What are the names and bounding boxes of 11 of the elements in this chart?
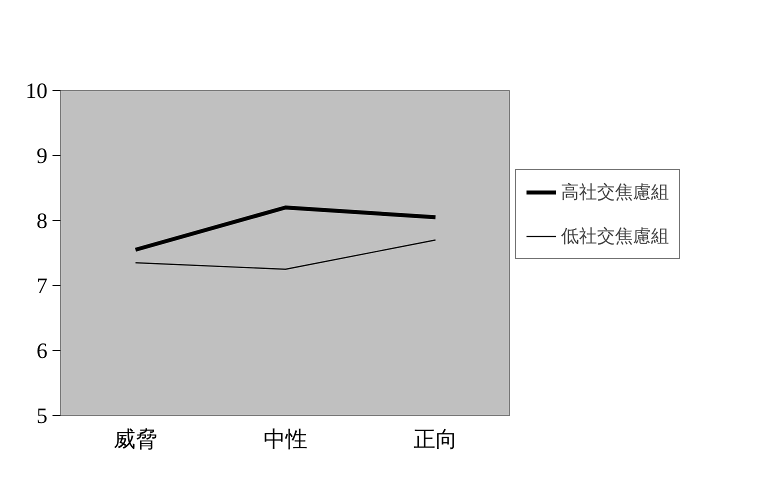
y-tick-label: 6 <box>36 338 48 363</box>
y-tick-label: 7 <box>36 273 48 298</box>
legend-label: 低社交焦慮組 <box>561 225 669 248</box>
legend-label: 高社交焦慮組 <box>561 181 669 204</box>
y-tick-label: 9 <box>36 143 48 168</box>
x-tick-label: 正向 <box>414 426 458 452</box>
x-tick-label: 中性 <box>264 426 308 452</box>
y-tick-label: 8 <box>36 208 48 233</box>
x-tick-label: 威脅 <box>114 426 158 452</box>
y-tick-label: 5 <box>36 403 48 428</box>
y-tick-label: 10 <box>26 78 48 103</box>
